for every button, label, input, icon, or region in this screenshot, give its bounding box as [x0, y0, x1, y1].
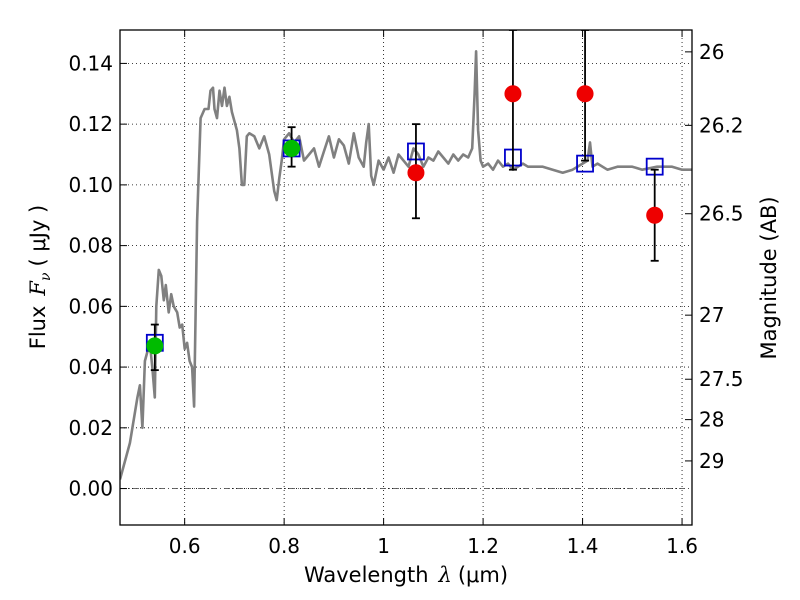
y-tick-label: 0.08: [68, 234, 113, 258]
y-tick-label: 0.06: [68, 294, 113, 318]
magnitude-tick-label: 26.2: [699, 113, 744, 137]
y-tick-label: 0.04: [68, 355, 113, 379]
x-axis-label: Wavelength λ (μm): [304, 563, 508, 587]
y-tick-label: 0.14: [68, 51, 113, 75]
observed-point: [576, 85, 594, 103]
x-tick-label: 1.4: [567, 534, 599, 558]
observed-point: [407, 164, 425, 182]
x-tick-label: 1.6: [666, 534, 698, 558]
y-tick-label: 0.02: [68, 416, 113, 440]
secondary-y-axis-label: Magnitude (AB): [757, 196, 781, 359]
x-tick-label: 0.8: [268, 534, 300, 558]
observed-point: [646, 206, 664, 224]
magnitude-tick-label: 28: [699, 408, 724, 432]
grid-lines: [120, 30, 692, 525]
observed-point: [504, 85, 522, 103]
y-tick-label: 0.10: [68, 173, 113, 197]
magnitude-tick-label: 26: [699, 40, 724, 64]
x-tick-label: 1: [377, 534, 390, 558]
magnitude-tick-label: 27: [699, 303, 724, 327]
magnitude-tick-label: 27.5: [699, 367, 744, 391]
observed-point: [283, 139, 301, 157]
x-tick-label: 0.6: [169, 534, 201, 558]
magnitude-tick-label: 26.5: [699, 202, 744, 226]
y-tick-label: 0.12: [68, 112, 113, 136]
axis-ticks: 0.6 0.8 1 1.2 1.4 1.6 0.00 0.02 0.04 0.06 0.08 0.10…: [68, 30, 744, 558]
observed-point: [146, 337, 164, 355]
plot-area: [120, 30, 692, 480]
y-tick-label: 0.00: [68, 477, 113, 501]
magnitude-tick-label: 29: [699, 449, 724, 473]
y-axis-label: FluxFν( μJy ): [26, 205, 54, 349]
x-tick-label: 1.2: [467, 534, 499, 558]
plot-frame: [119, 29, 693, 526]
